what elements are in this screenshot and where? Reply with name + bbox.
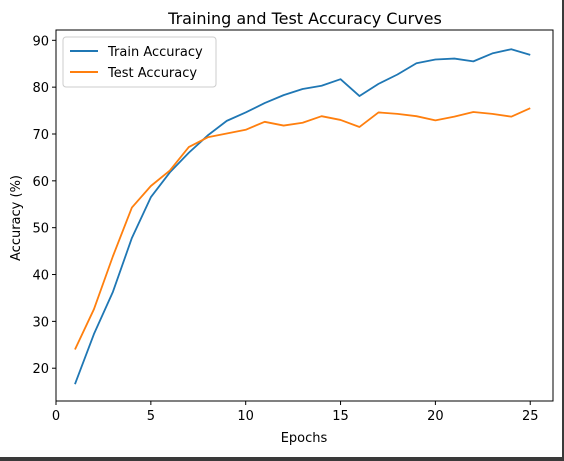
x-tick-label: 10 [237,409,254,424]
x-tick-label: 5 [147,409,155,424]
x-tick-label: 0 [52,409,60,424]
y-axis-ticks: 20 30 40 50 60 70 80 90 [32,34,56,377]
y-tick-label: 20 [32,362,49,377]
y-tick-label: 40 [32,269,49,284]
legend-box [62,36,217,88]
y-axis-label: Accuracy (%) [9,175,24,261]
window-right-border [562,0,564,461]
legend-label-test: Test Accuracy [107,66,197,81]
x-tick-label: 20 [427,409,444,424]
y-tick-label: 60 [32,175,49,190]
series-lines [74,48,531,385]
plot-area: 20 30 40 50 60 70 80 90 0 5 10 15 20 25 [32,29,554,424]
y-tick-label: 90 [32,34,49,49]
y-tick-label: 30 [32,315,49,330]
y-tick-label: 80 [32,81,49,96]
y-tick-label: 50 [32,222,49,237]
window-bottom-border [0,457,564,461]
x-axis-label: Epochs [281,431,328,446]
x-tick-label: 15 [332,409,349,424]
legend-label-train: Train Accuracy [107,45,203,60]
x-axis-ticks: 0 5 10 15 20 25 [52,401,539,424]
plot-frame [55,29,554,402]
chart-title: Training and Test Accuracy Curves [167,9,442,28]
y-tick-label: 70 [32,128,49,143]
x-tick-label: 25 [522,409,539,424]
legend: Train Accuracy Test Accuracy [62,36,217,88]
